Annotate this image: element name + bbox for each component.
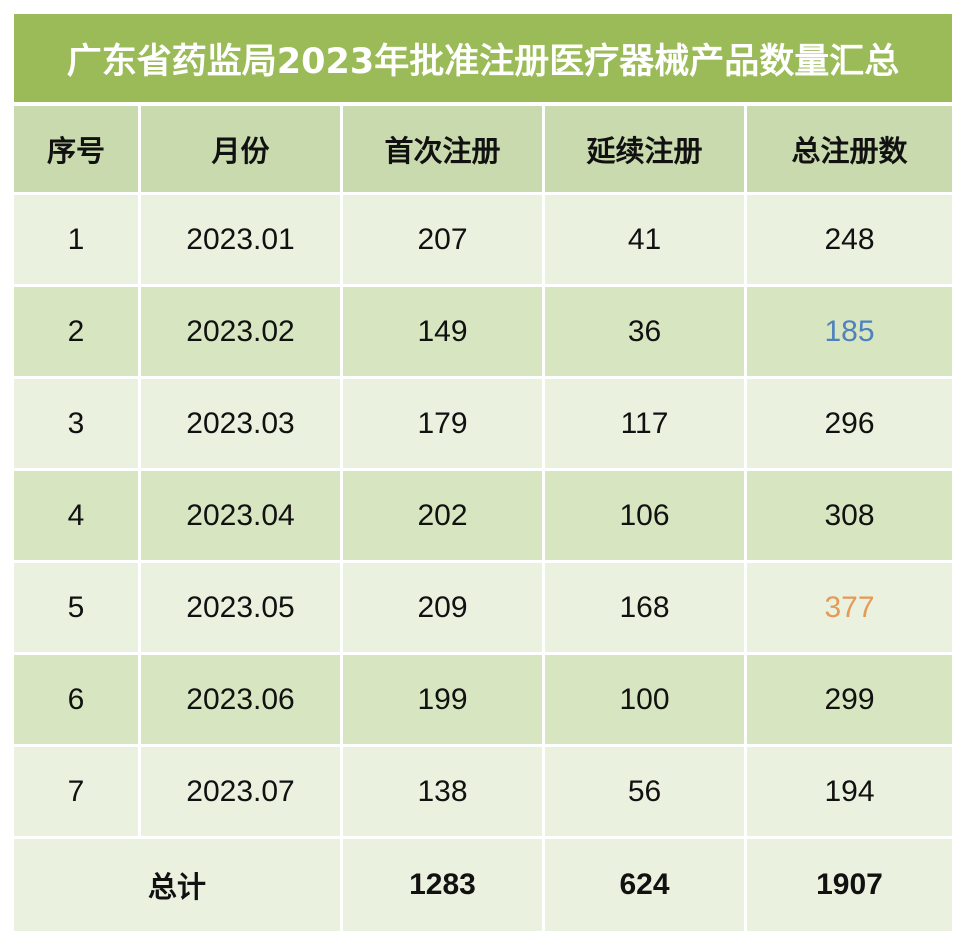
cell-first: 202 bbox=[343, 471, 545, 563]
cell-renew: 56 bbox=[545, 747, 747, 839]
cell-total: 308 bbox=[747, 471, 952, 563]
table-row: 2 2023.02 149 36 185 bbox=[14, 287, 952, 379]
cell-index: 3 bbox=[14, 379, 141, 471]
cell-first: 149 bbox=[343, 287, 545, 379]
cell-index: 5 bbox=[14, 563, 141, 655]
cell-renew: 41 bbox=[545, 195, 747, 287]
table-row: 6 2023.06 199 100 299 bbox=[14, 655, 952, 747]
cell-first: 179 bbox=[343, 379, 545, 471]
cell-first: 138 bbox=[343, 747, 545, 839]
cell-index: 1 bbox=[14, 195, 141, 287]
cell-renew: 106 bbox=[545, 471, 747, 563]
header-renewal-registration: 延续注册 bbox=[545, 106, 747, 195]
cell-renew: 36 bbox=[545, 287, 747, 379]
header-first-registration: 首次注册 bbox=[343, 106, 545, 195]
cell-month: 2023.05 bbox=[141, 563, 343, 655]
cell-index: 7 bbox=[14, 747, 141, 839]
total-renew: 624 bbox=[545, 839, 747, 931]
cell-month: 2023.02 bbox=[141, 287, 343, 379]
cell-total: 185 bbox=[747, 287, 952, 379]
cell-first: 207 bbox=[343, 195, 545, 287]
cell-renew: 100 bbox=[545, 655, 747, 747]
cell-month: 2023.01 bbox=[141, 195, 343, 287]
table-row: 1 2023.01 207 41 248 bbox=[14, 195, 952, 287]
summary-table-container: 广东省药监局2023年批准注册医疗器械产品数量汇总 序号 月份 首次注册 延续注… bbox=[14, 14, 952, 931]
cell-month: 2023.04 bbox=[141, 471, 343, 563]
total-all: 1907 bbox=[747, 839, 952, 931]
cell-renew: 117 bbox=[545, 379, 747, 471]
total-first: 1283 bbox=[343, 839, 545, 931]
header-index: 序号 bbox=[14, 106, 141, 195]
cell-first: 209 bbox=[343, 563, 545, 655]
header-total-registrations: 总注册数 bbox=[747, 106, 952, 195]
table-row: 4 2023.04 202 106 308 bbox=[14, 471, 952, 563]
cell-month: 2023.03 bbox=[141, 379, 343, 471]
cell-renew: 168 bbox=[545, 563, 747, 655]
total-label: 总计 bbox=[14, 839, 343, 931]
cell-index: 2 bbox=[14, 287, 141, 379]
table-row: 3 2023.03 179 117 296 bbox=[14, 379, 952, 471]
cell-month: 2023.06 bbox=[141, 655, 343, 747]
cell-total: 377 bbox=[747, 563, 952, 655]
cell-total: 194 bbox=[747, 747, 952, 839]
table-row: 5 2023.05 209 168 377 bbox=[14, 563, 952, 655]
cell-total: 296 bbox=[747, 379, 952, 471]
table-title: 广东省药监局2023年批准注册医疗器械产品数量汇总 bbox=[14, 14, 952, 102]
table-row: 7 2023.07 138 56 194 bbox=[14, 747, 952, 839]
cell-total: 248 bbox=[747, 195, 952, 287]
cell-first: 199 bbox=[343, 655, 545, 747]
cell-index: 4 bbox=[14, 471, 141, 563]
cell-index: 6 bbox=[14, 655, 141, 747]
header-row: 序号 月份 首次注册 延续注册 总注册数 bbox=[14, 106, 952, 195]
header-month: 月份 bbox=[141, 106, 343, 195]
registration-table: 序号 月份 首次注册 延续注册 总注册数 1 2023.01 207 41 24… bbox=[14, 106, 952, 931]
cell-total: 299 bbox=[747, 655, 952, 747]
cell-month: 2023.07 bbox=[141, 747, 343, 839]
total-row: 总计 1283 624 1907 bbox=[14, 839, 952, 931]
